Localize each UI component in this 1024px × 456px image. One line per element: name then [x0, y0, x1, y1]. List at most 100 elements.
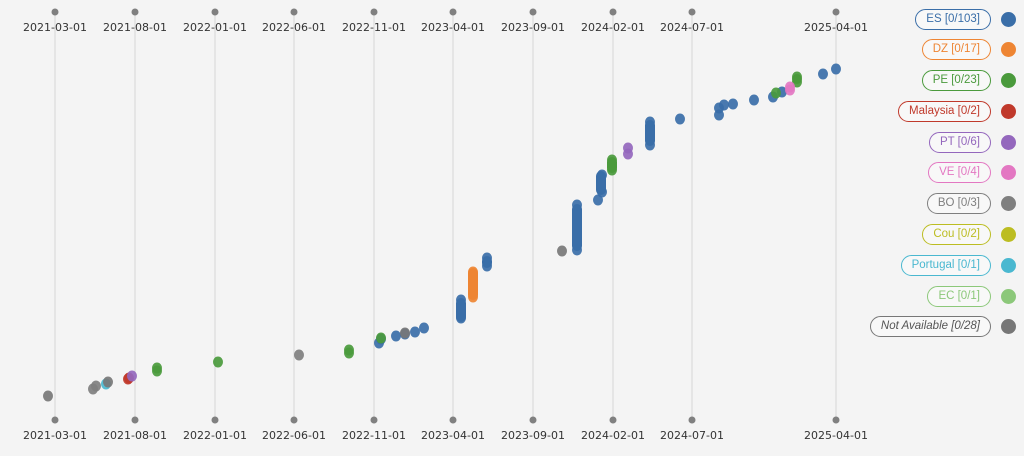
data-point-es[interactable]: [419, 322, 429, 334]
legend-color-dot-icon: [1001, 73, 1016, 89]
data-point-bo[interactable]: [91, 380, 101, 392]
data-point-es[interactable]: [675, 113, 685, 125]
x-tick-label-bottom: 2025-04-01: [804, 429, 868, 442]
tick-marker-bottom: [449, 416, 457, 424]
legend-label[interactable]: VE [0/4]: [928, 162, 991, 184]
legend-item-ec[interactable]: EC [0/1]: [927, 285, 1016, 307]
legend-label[interactable]: PE [0/23]: [921, 70, 991, 92]
data-point-not-available[interactable]: [557, 245, 567, 257]
x-tick-label-top: 2022-06-01: [262, 21, 326, 34]
legend-label[interactable]: BO [0/3]: [926, 193, 991, 215]
data-point-pe[interactable]: [376, 332, 386, 344]
tick-marker-bottom: [51, 416, 59, 424]
tick-marker-top: [211, 8, 219, 16]
data-point-dz[interactable]: [468, 266, 478, 278]
x-tick-label-bottom: 2021-03-01: [23, 429, 87, 442]
legend-item-pt[interactable]: PT [0/6]: [928, 131, 1016, 153]
data-point-es[interactable]: [572, 199, 582, 211]
legend-label[interactable]: Malaysia [0/2]: [898, 100, 991, 122]
tick-marker-top: [688, 8, 696, 16]
data-point-es[interactable]: [391, 330, 401, 342]
data-point-es[interactable]: [831, 63, 841, 75]
legend-label[interactable]: Portugal [0/1]: [900, 254, 991, 276]
data-point-es[interactable]: [719, 99, 729, 111]
data-point-pe[interactable]: [344, 347, 354, 359]
data-point-es[interactable]: [572, 244, 582, 256]
x-tick-label-top: 2022-11-01: [342, 21, 406, 34]
data-point-pt[interactable]: [623, 148, 633, 160]
data-point-es[interactable]: [728, 98, 738, 110]
tick-marker-bottom: [832, 416, 840, 424]
x-tick-label-top: 2024-02-01: [581, 21, 645, 34]
legend-label[interactable]: EC [0/1]: [927, 285, 991, 307]
x-tick-label-top: 2022-01-01: [183, 21, 247, 34]
data-point-es[interactable]: [597, 169, 607, 181]
legend-item-portugal[interactable]: Portugal [0/1]: [900, 254, 1016, 276]
data-point-es[interactable]: [482, 252, 492, 264]
data-point-pe[interactable]: [607, 154, 617, 166]
data-point-pe[interactable]: [213, 356, 223, 368]
legend-item-dz[interactable]: DZ [0/17]: [921, 39, 1016, 61]
grid-lines: [54, 14, 837, 418]
legend-label[interactable]: Not Available [0/28]: [869, 316, 991, 338]
legend-color-dot-icon: [1001, 11, 1016, 27]
legend-item-ve[interactable]: VE [0/4]: [928, 162, 1016, 184]
legend-label[interactable]: Cou [0/2]: [922, 224, 991, 246]
legend-label[interactable]: PT [0/6]: [928, 131, 991, 153]
tick-marker-bottom: [131, 416, 139, 424]
data-point-not-available[interactable]: [103, 376, 113, 388]
x-tick-label-bottom: 2022-11-01: [342, 429, 406, 442]
data-point-bo[interactable]: [294, 349, 304, 361]
legend-item-malaysia[interactable]: Malaysia [0/2]: [898, 100, 1016, 122]
data-point-es[interactable]: [597, 186, 607, 198]
data-point-ve[interactable]: [785, 84, 795, 96]
data-point-pe[interactable]: [771, 87, 781, 99]
data-point-es[interactable]: [410, 326, 420, 338]
data-point-es[interactable]: [593, 194, 603, 206]
legend-item-bo[interactable]: BO [0/3]: [926, 193, 1016, 215]
data-point-es[interactable]: [482, 260, 492, 272]
legend: ES [0/103] DZ [0/17] PE [0/23] Malaysia [0/…: [869, 8, 1016, 347]
data-point-es[interactable]: [456, 312, 466, 324]
legend-label[interactable]: ES [0/103]: [915, 8, 991, 30]
x-tick-label-top: 2024-07-01: [660, 21, 724, 34]
legend-color-dot-icon: [1001, 319, 1016, 335]
data-point-pe[interactable]: [607, 164, 617, 176]
legend-item-not-available[interactable]: Not Available [0/28]: [869, 316, 1016, 338]
legend-item-es[interactable]: ES [0/103]: [915, 8, 1016, 30]
tick-marker-bottom: [370, 416, 378, 424]
tick-marker-top: [290, 8, 298, 16]
data-point-es[interactable]: [714, 109, 724, 121]
data-point-dz[interactable]: [468, 291, 478, 303]
data-point-es[interactable]: [645, 139, 655, 151]
x-tick-label-bottom: 2023-09-01: [501, 429, 565, 442]
legend-item-cou[interactable]: Cou [0/2]: [922, 224, 1016, 246]
data-point-es[interactable]: [818, 68, 828, 80]
legend-label[interactable]: DZ [0/17]: [921, 39, 991, 61]
tick-marker-top: [370, 8, 378, 16]
legend-color-dot-icon: [1001, 165, 1016, 181]
tick-marker-top: [832, 8, 840, 16]
x-tick-label-top: 2021-08-01: [103, 21, 167, 34]
x-tick-label-top: 2023-04-01: [421, 21, 485, 34]
data-point-es[interactable]: [645, 116, 655, 128]
legend-item-pe[interactable]: PE [0/23]: [921, 70, 1016, 92]
axis-ticks: 2021-03-01 2021-03-01 2021-08-01 2021-08-01…: [23, 8, 868, 442]
x-tick-label-bottom: 2024-02-01: [581, 429, 645, 442]
tick-marker-bottom: [211, 416, 219, 424]
data-point-pt[interactable]: [127, 370, 137, 382]
data-point-es[interactable]: [456, 294, 466, 306]
data-points: [43, 63, 841, 402]
data-point-pe[interactable]: [152, 365, 162, 377]
x-tick-label-bottom: 2024-07-01: [660, 429, 724, 442]
data-point-not-available[interactable]: [43, 390, 53, 402]
x-tick-label-bottom: 2022-01-01: [183, 429, 247, 442]
tick-marker-top: [609, 8, 617, 16]
x-tick-label-top: 2023-09-01: [501, 21, 565, 34]
x-tick-label-bottom: 2022-06-01: [262, 429, 326, 442]
data-point-es[interactable]: [749, 94, 759, 106]
x-tick-label-top: 2021-03-01: [23, 21, 87, 34]
tick-marker-top: [131, 8, 139, 16]
data-point-not-available[interactable]: [400, 327, 410, 339]
